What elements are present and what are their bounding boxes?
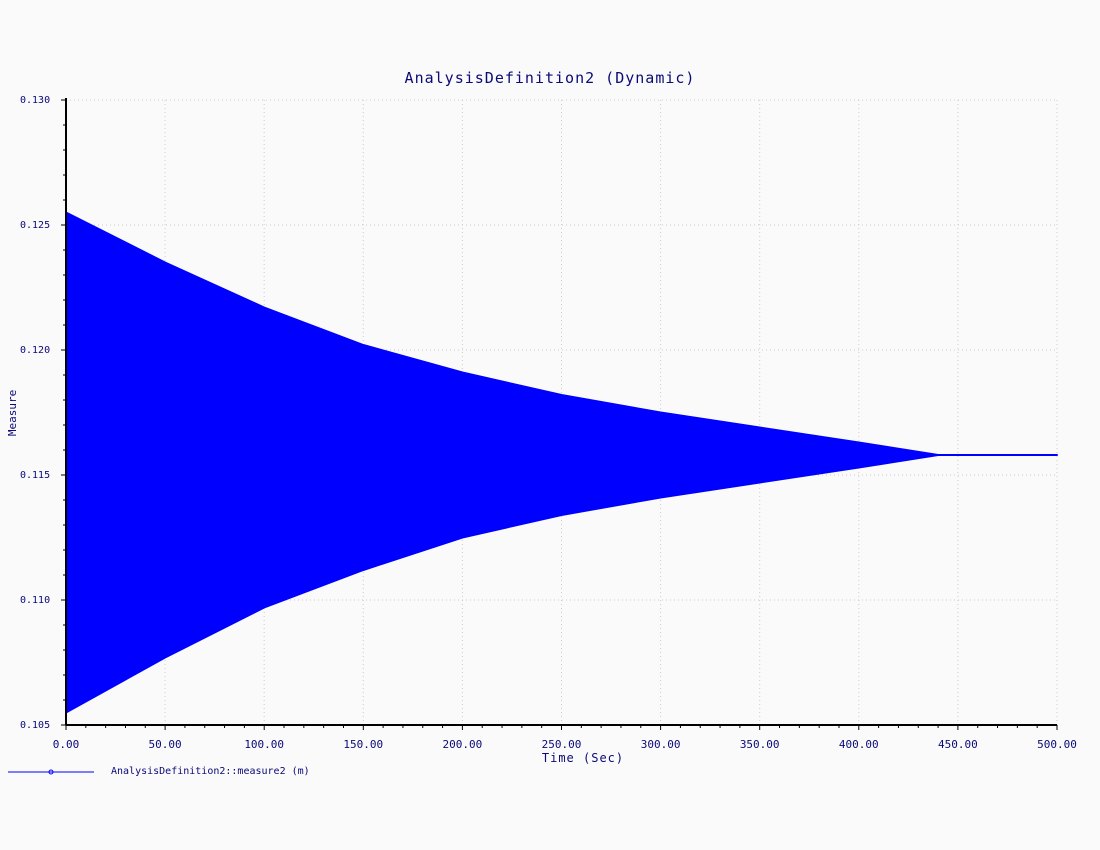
legend-marker: [48, 769, 54, 775]
y-tick-label: 0.130: [20, 95, 50, 106]
y-tick-label: 0.115: [20, 470, 50, 481]
series-envelope: [65, 211, 1058, 714]
x-tick-label: 500.00: [1037, 738, 1077, 751]
y-tick-label: 0.120: [20, 345, 50, 356]
x-tick-label: 350.00: [740, 738, 780, 751]
chart-title: AnalysisDefinition2 (Dynamic): [405, 69, 696, 87]
x-tick-label: 150.00: [343, 738, 383, 751]
axes: [61, 98, 1058, 730]
data-series: [65, 211, 1058, 714]
x-tick-label: 0.00: [53, 738, 80, 751]
x-tick-label: 200.00: [443, 738, 483, 751]
x-tick-label: 100.00: [244, 738, 284, 751]
y-axis-label: Measure: [6, 390, 19, 436]
y-tick-label: 0.110: [20, 595, 50, 606]
tick-labels: 0.00 50.00 100.00 150.00 200.00 250.00 300.00 3…: [20, 95, 1077, 751]
y-tick-label: 0.105: [20, 720, 50, 731]
legend: AnalysisDefinition2::measure2 (m): [8, 766, 310, 777]
x-tick-label: 400.00: [839, 738, 879, 751]
legend-label: AnalysisDefinition2::measure2 (m): [111, 766, 310, 777]
x-tick-label: 250.00: [542, 738, 582, 751]
x-tick-label: 50.00: [149, 738, 182, 751]
y-tick-label: 0.125: [20, 220, 50, 231]
x-axis-label: Time (Sec): [542, 751, 624, 765]
x-tick-label: 300.00: [641, 738, 681, 751]
x-tick-label: 450.00: [938, 738, 978, 751]
